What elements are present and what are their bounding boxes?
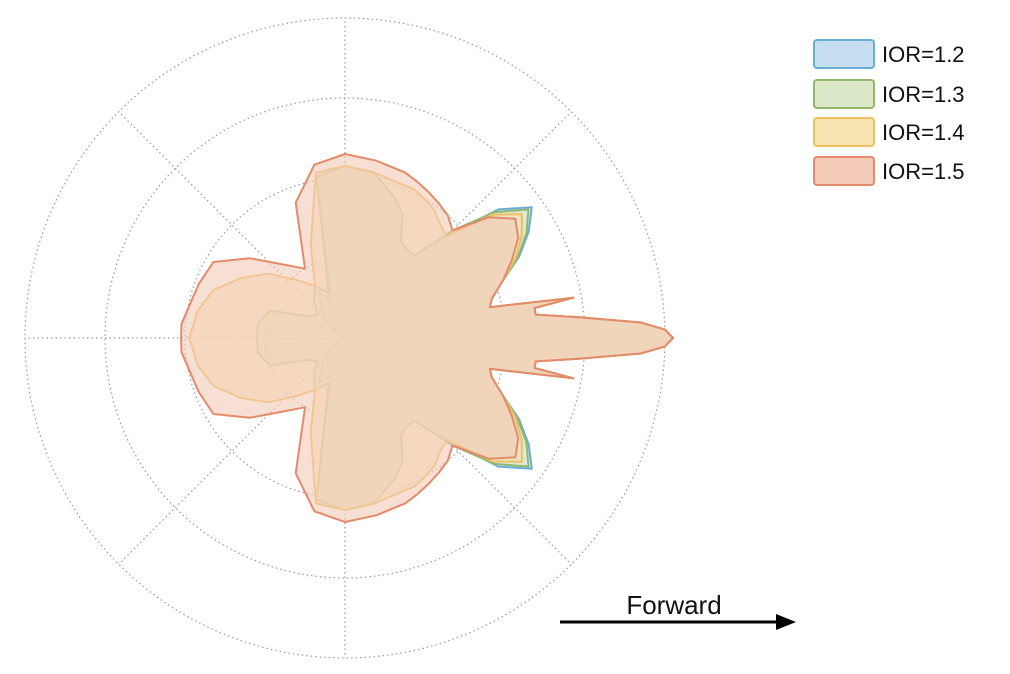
legend-swatch-ior-1-3: [813, 79, 875, 109]
forward-annotation: Forward: [560, 590, 796, 630]
legend-label-ior-1-5: IOR=1.5: [882, 159, 965, 184]
forward-arrow-head: [776, 614, 796, 630]
series-area-ior-1-5: [180, 153, 674, 523]
grid-spoke: [118, 337, 346, 565]
grid-spoke: [344, 337, 572, 565]
legend: IOR=1.2 IOR=1.3 IOR=1.4 IOR=1.5: [813, 39, 965, 186]
legend-label-ior-1-3: IOR=1.3: [882, 82, 965, 107]
grid-spoke: [344, 111, 572, 339]
series-areas: [180, 153, 674, 523]
forward-label: Forward: [626, 590, 721, 620]
legend-swatch-ior-1-5: [813, 156, 875, 186]
legend-label-ior-1-4: IOR=1.4: [882, 120, 965, 145]
legend-swatch-ior-1-4: [813, 117, 875, 147]
grid-spoke: [118, 111, 346, 339]
legend-label-ior-1-2: IOR=1.2: [882, 42, 965, 67]
legend-swatch-ior-1-2: [813, 39, 875, 69]
